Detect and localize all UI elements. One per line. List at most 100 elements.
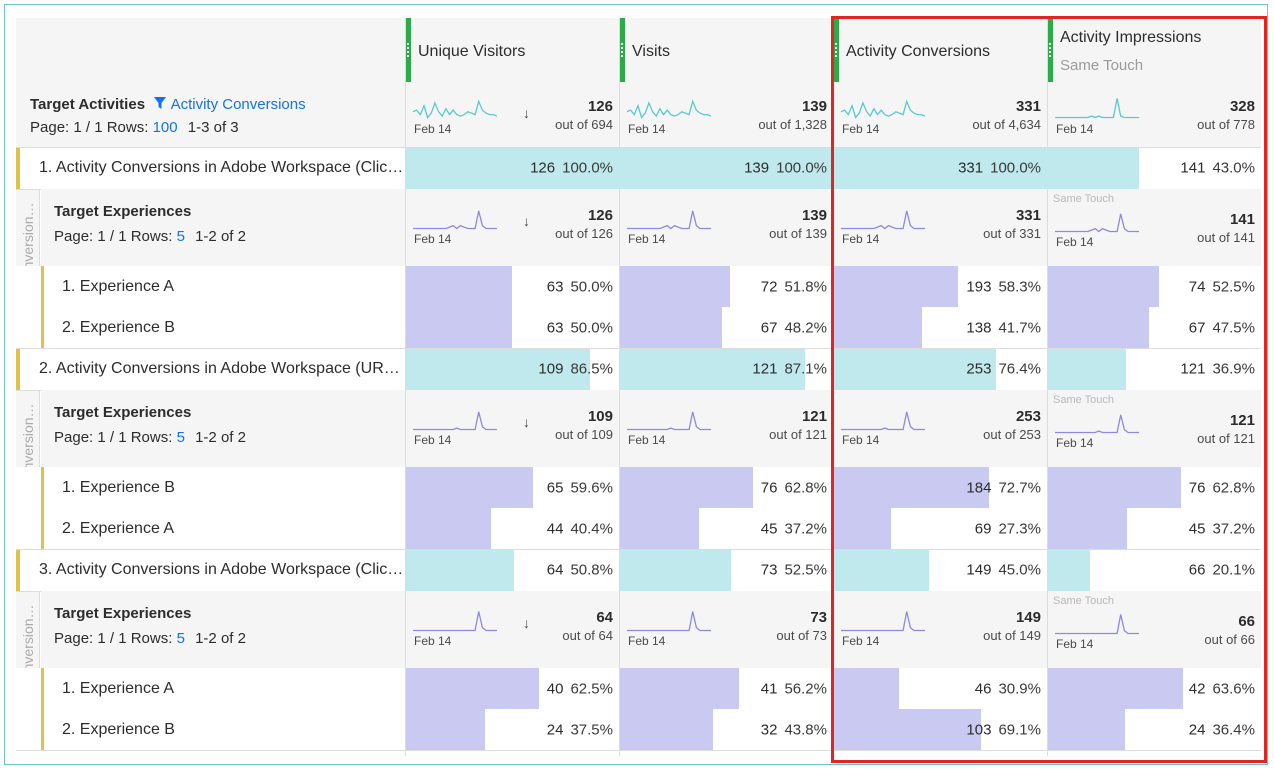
- row-label[interactable]: 1. Experience A: [62, 679, 175, 697]
- row-label-cell: 2. Experience B: [16, 709, 405, 750]
- summary-cell: ↓ 64 out of 64 Feb 14: [405, 591, 619, 668]
- table-row[interactable]: 2. Experience B 63 50.0% 67 48.2% 138 41.7%…: [16, 307, 1261, 348]
- row-label[interactable]: 1. Experience A: [62, 277, 175, 295]
- value: 45: [760, 520, 778, 537]
- row-label[interactable]: 2. Experience B: [62, 318, 175, 336]
- percent-bar: [1047, 348, 1126, 390]
- metric-cell-visits: 67 48.2%: [619, 307, 833, 348]
- sparkline: [841, 210, 925, 230]
- column-divider: [619, 18, 620, 756]
- percent-bar: [1047, 307, 1149, 348]
- sort-descending-icon[interactable]: ↓: [523, 105, 530, 121]
- pager-text: Page: 1 / 1 Rows:: [54, 429, 173, 446]
- value: 67: [1188, 319, 1206, 336]
- table-row[interactable]: 2. Experience A 44 40.4% 45 37.2% 69 27.3% …: [16, 508, 1261, 549]
- sparkline: [627, 210, 711, 230]
- rows-per-page-link[interactable]: 100: [152, 119, 178, 136]
- table-row[interactable]: 1. Experience A 63 50.0% 72 51.8% 193 58.3%…: [16, 266, 1261, 307]
- value: 126: [530, 159, 556, 177]
- metric-value: 41 56.2%: [761, 680, 827, 697]
- row-label[interactable]: 3. Activity Conversions in Adobe Workspa…: [39, 561, 404, 578]
- percent-bar: [833, 668, 900, 709]
- table-row[interactable]: 2. Activity Conversions in Adobe Workspa…: [16, 348, 1261, 390]
- table-row[interactable]: 1. Activity Conversions in Adobe Workspa…: [16, 147, 1261, 189]
- percent: 48.2%: [784, 319, 827, 336]
- sort-descending-icon[interactable]: ↓: [523, 615, 530, 631]
- percent-bar: [405, 348, 591, 390]
- metric-cell-unique-visitors: 109 86.5%: [405, 348, 619, 390]
- table-row[interactable]: 2. Experience B 24 37.5% 32 43.8% 103 69.1%…: [16, 709, 1261, 750]
- drag-handle-icon[interactable]: [833, 18, 839, 82]
- column-header-visits[interactable]: Visits: [619, 18, 833, 85]
- drag-handle-icon[interactable]: [1047, 18, 1053, 82]
- metric-value: 76 62.8%: [761, 479, 827, 496]
- sparkline-date: Feb 14: [414, 433, 452, 447]
- table-row[interactable]: 1. Experience A 40 62.5% 41 56.2% 46 30.9% …: [16, 668, 1261, 709]
- percent: 45.0%: [998, 561, 1041, 579]
- summary-title: Target Experiences: [54, 605, 192, 622]
- percent-bar: [619, 467, 754, 508]
- same-touch-label: Same Touch: [1053, 394, 1114, 406]
- sparkline-date: Feb 14: [414, 634, 452, 648]
- summary-label: Target Experiences Page: 1 / 1 Rows: 5 1…: [41, 390, 405, 467]
- row-label[interactable]: 1. Activity Conversions in Adobe Workspa…: [39, 159, 404, 176]
- rows-per-page-link[interactable]: 5: [176, 228, 185, 245]
- row-label[interactable]: 1. Experience B: [62, 478, 175, 496]
- drag-handle-icon[interactable]: [405, 18, 411, 82]
- total-of: out of 141: [1197, 230, 1255, 245]
- column-header-unique-visitors[interactable]: Unique Visitors: [405, 18, 619, 85]
- metric-value: 64 50.8%: [547, 562, 613, 579]
- pagination: Page: 1 / 1 Rows: 5 1-2 of 2: [54, 429, 246, 446]
- percent-bar: [833, 549, 930, 591]
- percent: 100.0%: [990, 159, 1041, 177]
- table-row[interactable]: 3. Activity Conversions in Adobe Workspa…: [16, 549, 1261, 591]
- value: 69: [974, 520, 992, 537]
- percent-bar: [1047, 709, 1125, 750]
- metric-value: 67 47.5%: [1189, 319, 1255, 336]
- sort-descending-icon[interactable]: ↓: [523, 213, 530, 229]
- metric-cell-unique-visitors: 24 37.5%: [405, 709, 619, 750]
- pager-text: Page: 1 / 1 Rows:: [54, 228, 173, 245]
- value: 67: [760, 319, 778, 336]
- pager-text: Page: 1 / 1 Rows:: [30, 119, 149, 136]
- value: 40: [546, 680, 564, 697]
- row-label-cell: 3. Activity Conversions in Adobe Workspa…: [16, 549, 405, 591]
- column-header-activity-impressions[interactable]: Activity Impressions Same Touch: [1047, 18, 1261, 85]
- sparkline: [1055, 614, 1139, 635]
- summary-cell: Same Touch 121 out of 121 Feb 14: [1047, 390, 1261, 467]
- value: 63: [546, 278, 564, 295]
- column-header-activity-conversions[interactable]: Activity Conversions: [833, 18, 1047, 85]
- row-accent: [41, 307, 44, 348]
- summary-title: Target Experiences: [54, 404, 192, 421]
- metric-value: 24 37.5%: [547, 721, 613, 738]
- metric-value: 66 20.1%: [1189, 562, 1255, 579]
- percent-bar: [833, 307, 923, 348]
- metric-cell-activity-impressions: 121 36.9%: [1047, 348, 1261, 390]
- value: 139: [744, 159, 770, 177]
- total-of: out of 109: [555, 427, 613, 442]
- total-of: out of 149: [983, 628, 1041, 643]
- percent-bar: [1047, 147, 1140, 189]
- value: 138: [966, 319, 992, 336]
- rows-per-page-link[interactable]: 5: [176, 429, 185, 446]
- percent: 62.8%: [784, 479, 827, 496]
- drag-handle-icon[interactable]: [619, 18, 625, 82]
- column-title: Visits: [632, 43, 670, 60]
- row-label[interactable]: 2. Activity Conversions in Adobe Workspa…: [39, 360, 400, 377]
- rows-per-page-link[interactable]: 5: [176, 630, 185, 647]
- sort-descending-icon[interactable]: ↓: [523, 414, 530, 430]
- row-range: 1-2 of 2: [195, 228, 246, 245]
- total-value: 126: [587, 98, 613, 115]
- percent-bar: [833, 508, 892, 549]
- filter-link[interactable]: Activity Conversions: [153, 96, 306, 113]
- total-of: out of 66: [1204, 632, 1255, 647]
- total-of: out of 64: [562, 628, 613, 643]
- metric-cell-visits: 73 52.5%: [619, 549, 833, 591]
- row-label[interactable]: 2. Experience A: [62, 519, 175, 537]
- total-of: out of 121: [769, 427, 827, 442]
- row-label[interactable]: 2. Experience B: [62, 720, 175, 738]
- column-divider: [833, 18, 834, 756]
- percent-bar: [1047, 467, 1182, 508]
- metric-value: 40 62.5%: [547, 680, 613, 697]
- table-row[interactable]: 1. Experience B 65 59.6% 76 62.8% 184 72.7%…: [16, 467, 1261, 508]
